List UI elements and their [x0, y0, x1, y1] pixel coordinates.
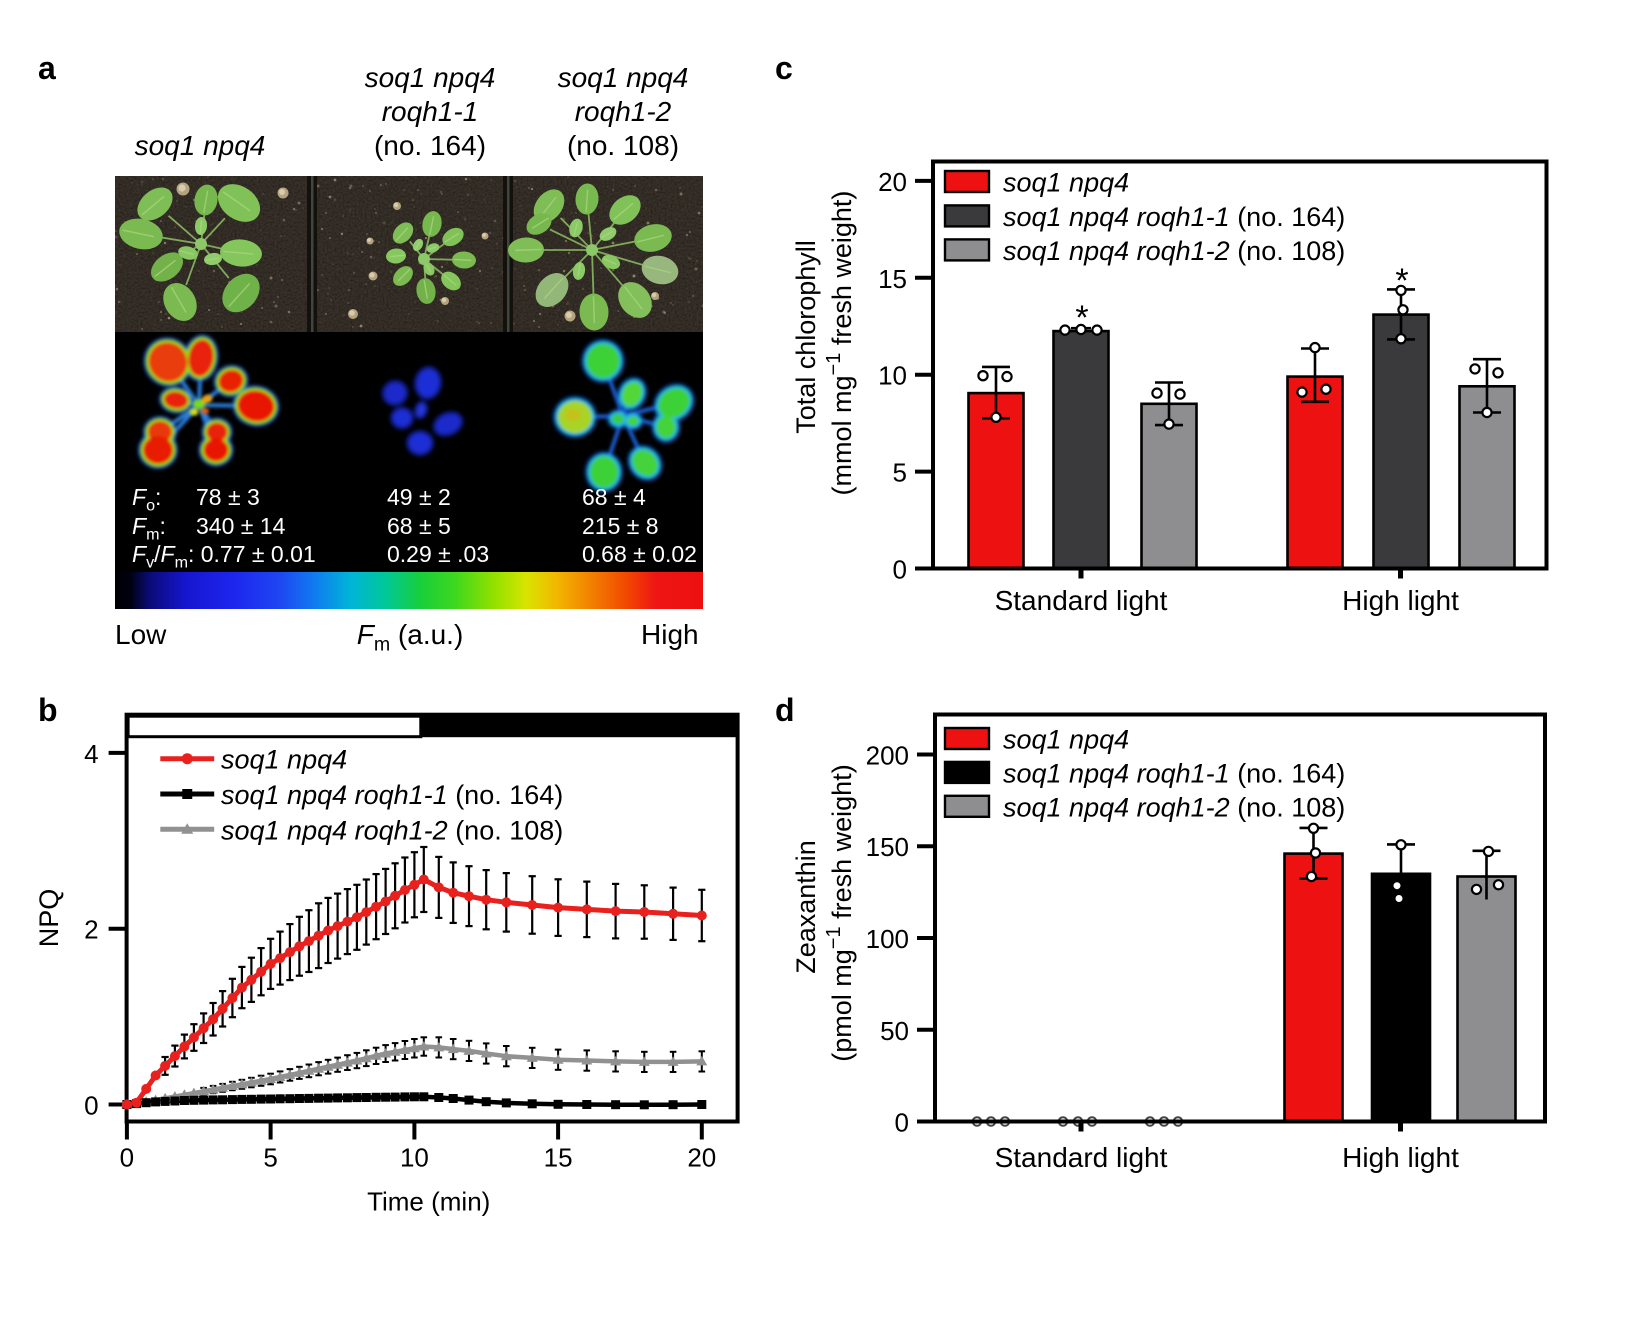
svg-text:soq1 npq4 roqh1-1 (no. 164): soq1 npq4 roqh1-1 (no. 164) [1003, 758, 1345, 788]
svg-text:4: 4 [84, 739, 98, 769]
svg-text:Total chlorophyll: Total chlorophyll [791, 240, 821, 434]
svg-text:soq1 npq4 roqh1-1 (no. 164): soq1 npq4 roqh1-1 (no. 164) [1003, 202, 1345, 232]
svg-text:soq1 npq4: soq1 npq4 [1003, 725, 1129, 755]
svg-text:20: 20 [878, 167, 907, 197]
svg-text:20: 20 [687, 1143, 716, 1173]
svg-text:Standard light: Standard light [995, 1142, 1168, 1173]
svg-text:2: 2 [84, 915, 98, 945]
svg-text:soq1 npq4 roqh1-1 (no. 164): soq1 npq4 roqh1-1 (no. 164) [221, 780, 563, 810]
svg-text:50: 50 [880, 1016, 909, 1046]
svg-text:0: 0 [84, 1091, 98, 1121]
svg-text:10: 10 [400, 1143, 429, 1173]
svg-text:5: 5 [263, 1143, 277, 1173]
svg-text:(mmol mg−1 fresh weight): (mmol mg−1 fresh weight) [823, 191, 857, 496]
svg-text:*: * [1075, 299, 1088, 337]
svg-text:200: 200 [866, 741, 909, 771]
svg-text:0: 0 [895, 1108, 909, 1138]
svg-text:NPQ: NPQ [34, 889, 64, 948]
svg-text:soq1 npq4: soq1 npq4 [1003, 168, 1129, 198]
svg-text:High light: High light [1342, 1142, 1459, 1173]
svg-text:0: 0 [893, 555, 907, 585]
svg-text:High light: High light [1342, 585, 1459, 616]
svg-text:Time (min): Time (min) [367, 1187, 490, 1217]
svg-text:soq1 npq4 roqh1-2 (no. 108): soq1 npq4 roqh1-2 (no. 108) [1003, 792, 1345, 822]
svg-text:Standard light: Standard light [995, 585, 1168, 616]
svg-text:100: 100 [866, 924, 909, 954]
svg-text:5: 5 [893, 458, 907, 488]
svg-text:soq1 npq4 roqh1-2 (no. 108): soq1 npq4 roqh1-2 (no. 108) [1003, 236, 1345, 266]
svg-text:15: 15 [878, 264, 907, 294]
svg-text:*: * [1395, 262, 1408, 300]
svg-text:0: 0 [120, 1143, 134, 1173]
svg-text:soq1 npq4 roqh1-2 (no. 108): soq1 npq4 roqh1-2 (no. 108) [221, 815, 563, 845]
svg-text:150: 150 [866, 832, 909, 862]
svg-text:10: 10 [878, 361, 907, 391]
svg-text:15: 15 [544, 1143, 573, 1173]
svg-text:(pmol mg−1 fresh weight): (pmol mg−1 fresh weight) [823, 764, 857, 1061]
svg-text:Zeaxanthin: Zeaxanthin [791, 840, 821, 974]
svg-text:soq1 npq4: soq1 npq4 [221, 745, 347, 775]
